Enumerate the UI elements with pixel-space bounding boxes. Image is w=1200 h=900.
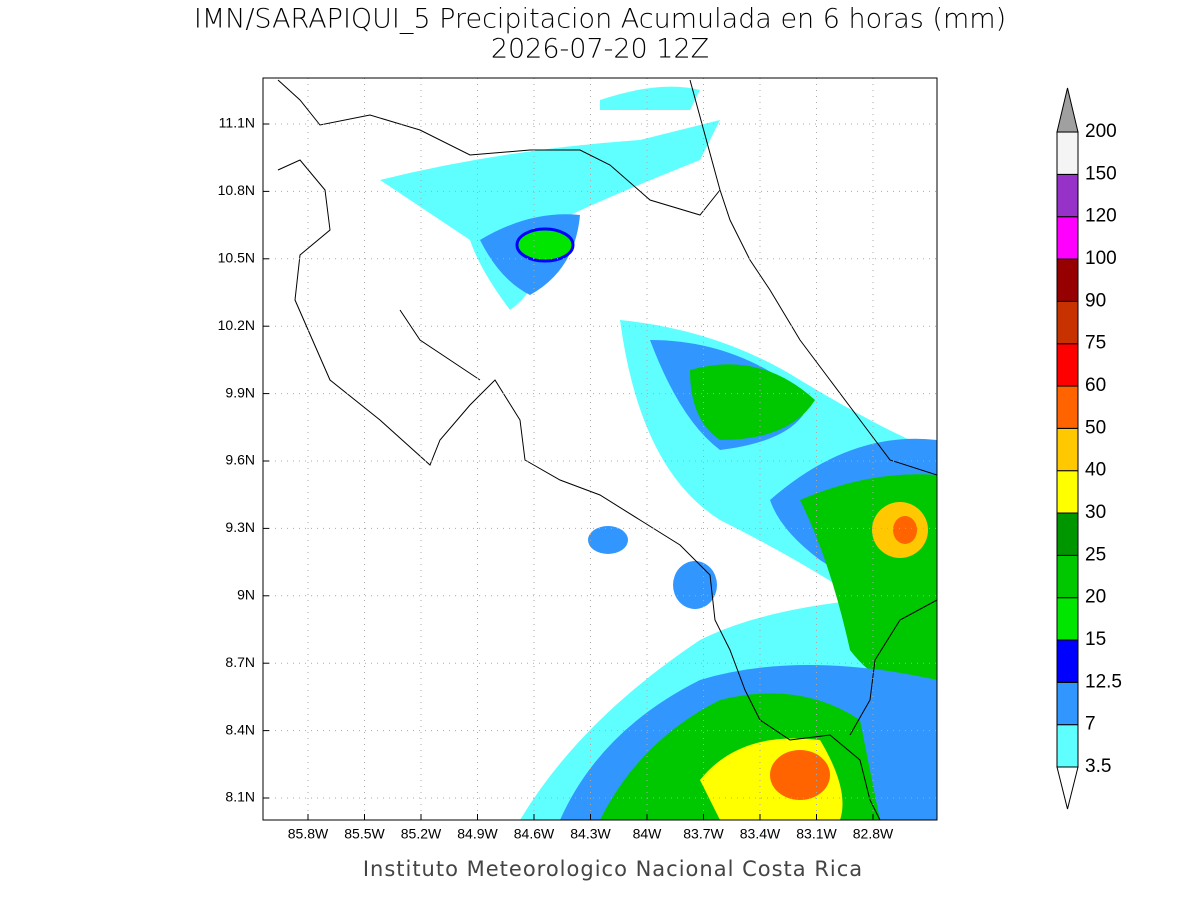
border — [277, 79, 721, 216]
y-tick-label: 8.7N — [225, 654, 255, 670]
axes: 85.8W 85.5W 85.2W 84.9W 84.6W 84.3W 84W 83.7W 83… — [218, 78, 937, 842]
colorbar-label: 7 — [1085, 714, 1096, 735]
title: IMN/SARAPIQUI_5 Precipitacion Acumulada … — [194, 4, 1006, 35]
colorbar-over — [1056, 87, 1079, 133]
precip-area — [588, 526, 628, 554]
colorbar-segment — [1056, 258, 1079, 302]
colorbar-label: 120 — [1085, 206, 1117, 227]
colorbar-segment — [1056, 597, 1079, 641]
y-tick-label: 8.1N — [225, 789, 255, 805]
colorbar-segment — [1056, 300, 1079, 345]
y-tick-label: 10.8N — [218, 182, 255, 198]
colorbar-segment — [1056, 216, 1079, 260]
colorbar-segment — [1056, 470, 1079, 514]
colorbar-label: 30 — [1085, 502, 1106, 523]
colorbar-segment — [1056, 681, 1079, 726]
colorbar-label: 150 — [1085, 163, 1117, 184]
colorbar-segment — [1056, 385, 1079, 429]
colorbar-segment — [1056, 131, 1079, 175]
precip-area — [690, 364, 815, 440]
precip-area — [893, 516, 917, 544]
x-tick-label: 84.3W — [570, 826, 611, 842]
colorbar-label: 12.5 — [1085, 671, 1122, 692]
colorbar-under — [1056, 766, 1079, 810]
x-tick-label: 85.8W — [288, 826, 329, 842]
precip-area — [673, 561, 717, 609]
coastlines — [277, 79, 937, 820]
map-frame — [262, 77, 938, 821]
colorbar-label: 50 — [1085, 417, 1106, 438]
coastline — [277, 159, 881, 820]
precip-area — [600, 86, 700, 110]
x-tick-label: 82.8W — [853, 826, 894, 842]
y-tick-label: 9.3N — [225, 519, 255, 535]
x-tick-label: 84.9W — [457, 826, 498, 842]
colorbar-segment — [1056, 554, 1079, 599]
border — [849, 599, 937, 736]
colorbar-label: 3.5 — [1085, 756, 1111, 777]
coastline — [399, 309, 481, 381]
colorbar-segment — [1056, 173, 1079, 218]
x-tick-label: 85.2W — [401, 826, 442, 842]
colorbar-label: 100 — [1085, 248, 1117, 269]
y-tick-label: 10.5N — [218, 249, 255, 265]
colorbar-label: 25 — [1085, 544, 1106, 565]
colorbar-segment — [1056, 724, 1079, 768]
y-tick-label: 9.6N — [225, 452, 255, 468]
y-tick-label: 8.4N — [225, 721, 255, 737]
colorbar-segment — [1056, 343, 1079, 387]
colorbar: 3.5 7 12.5 15 20 25 30 40 50 60 75 90 100 120 150 200 — [1056, 87, 1122, 810]
precip-area — [770, 750, 830, 800]
colorbar-label: 15 — [1085, 629, 1106, 650]
colorbar-segment — [1056, 427, 1079, 472]
y-tick-label: 10.2N — [218, 317, 255, 333]
x-tick-label: 84.6W — [514, 826, 555, 842]
y-tick-label: 9N — [237, 587, 255, 603]
y-tick-label: 9.9N — [225, 384, 255, 400]
colorbar-segment — [1056, 639, 1079, 683]
x-tick-label: 84W — [633, 826, 663, 842]
subtitle: 2026-07-20 12Z — [491, 34, 709, 65]
colorbar-label: 60 — [1085, 375, 1106, 396]
precip-field — [380, 86, 937, 820]
border — [689, 79, 721, 191]
coastline — [719, 189, 937, 476]
x-tick-label: 83.4W — [740, 826, 781, 842]
colorbar-label: 20 — [1085, 587, 1106, 608]
precip-area — [515, 227, 575, 263]
x-tick-label: 83.1W — [796, 826, 837, 842]
colorbar-label: 90 — [1085, 290, 1106, 311]
x-tick-label: 85.5W — [344, 826, 385, 842]
y-tick-label: 11.1N — [219, 115, 255, 131]
colorbar-label: 200 — [1085, 121, 1117, 142]
colorbar-label: 75 — [1085, 333, 1106, 354]
precip-area — [380, 120, 720, 310]
x-tick-label: 83.7W — [683, 826, 724, 842]
colorbar-label: 40 — [1085, 460, 1106, 481]
footer: Instituto Meteorologico Nacional Costa R… — [363, 857, 863, 881]
colorbar-segment — [1056, 512, 1079, 556]
